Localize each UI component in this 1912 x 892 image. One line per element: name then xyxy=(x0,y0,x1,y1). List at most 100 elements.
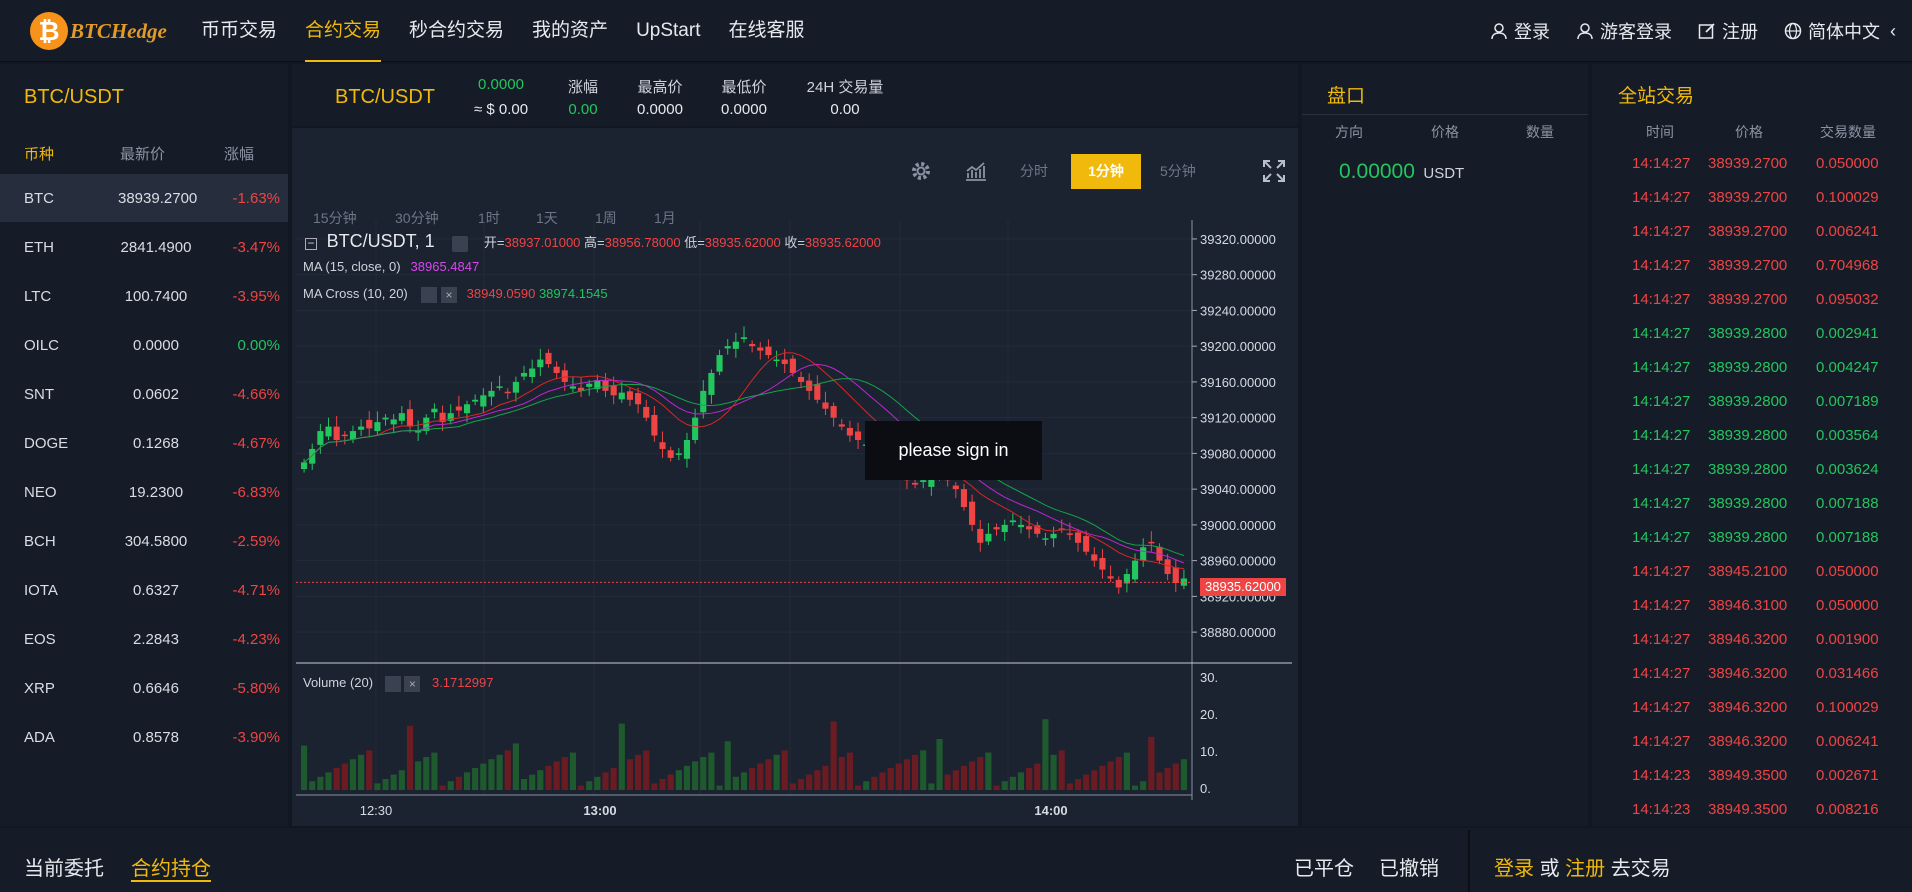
tab-contract-positions[interactable]: 合约持仓 xyxy=(131,858,211,880)
trade-row: 14:14:27 38946.3200 0.001900 xyxy=(1592,623,1912,657)
tf-realtime[interactable]: 分时 xyxy=(1020,163,1048,179)
logo[interactable]: ₿ BTCHedge xyxy=(30,12,167,50)
macross-settings-icon[interactable] xyxy=(421,286,438,303)
tf-15min[interactable]: 15分钟 xyxy=(313,210,357,226)
candle-body xyxy=(349,431,357,440)
volume-bar xyxy=(586,781,593,790)
low-value: 0.0000 xyxy=(721,101,767,118)
market-row-bch[interactable]: BCH 304.5800 -2.59% xyxy=(0,517,288,565)
volume-bar xyxy=(667,774,674,790)
trade-time: 14:14:23 xyxy=(1632,767,1691,784)
trade-time: 14:14:27 xyxy=(1632,461,1691,478)
trades-col-qty: 交易数量 xyxy=(1820,124,1876,140)
settings-gear-icon[interactable] xyxy=(910,160,932,182)
globe-icon xyxy=(1784,22,1802,40)
nav-upstart[interactable]: UpStart xyxy=(636,20,701,41)
market-row-snt[interactable]: SNT 0.0602 -4.66% xyxy=(0,370,288,418)
trade-time: 14:14:27 xyxy=(1632,563,1691,580)
filter-closed[interactable]: 已平仓 xyxy=(1294,858,1354,880)
nav-spot-trade[interactable]: 币币交易 xyxy=(201,20,278,41)
market-row-iota[interactable]: IOTA 0.6327 -4.71% xyxy=(0,566,288,614)
volume-bar xyxy=(854,785,862,790)
market-coin: ADA xyxy=(24,728,55,746)
tf-5min[interactable]: 5分钟 xyxy=(1160,163,1196,179)
ma20-line xyxy=(303,378,1185,556)
market-row-ada[interactable]: ADA 0.8578 -3.90% xyxy=(0,713,288,761)
candle-body xyxy=(952,485,959,490)
volume-bar xyxy=(757,763,764,790)
trade-time: 14:14:27 xyxy=(1632,733,1691,750)
nav-second-contract[interactable]: 秒合约交易 xyxy=(409,20,505,41)
tf-30min[interactable]: 30分钟 xyxy=(395,210,439,226)
tab-current-orders[interactable]: 当前委托 xyxy=(24,858,104,880)
price-axis-label: 39240.00000 xyxy=(1200,303,1276,318)
indicators-icon[interactable] xyxy=(964,160,988,182)
legend-settings-icon[interactable] xyxy=(452,235,469,252)
trade-time: 14:14:27 xyxy=(1632,257,1691,274)
candle-body xyxy=(1026,526,1033,530)
volume-bar xyxy=(895,763,902,790)
trade-qty: 0.001900 xyxy=(1816,631,1879,648)
bottom-login-link[interactable]: 登录 xyxy=(1494,858,1534,880)
orderbook-panel xyxy=(1302,64,1588,826)
trade-price: 38939.2800 xyxy=(1708,359,1788,376)
trade-qty: 0.050000 xyxy=(1816,597,1879,614)
volume-bar xyxy=(626,759,634,790)
market-row-btc[interactable]: BTC 38939.2700 -1.63% xyxy=(0,174,288,222)
bitcoin-logo-icon: ₿ xyxy=(30,12,68,50)
candle-body xyxy=(659,442,666,449)
tf-1min[interactable]: 1分钟 xyxy=(1071,154,1141,189)
market-row-oilc[interactable]: OILC 0.0000 0.00% xyxy=(0,321,288,369)
trade-qty: 0.007188 xyxy=(1816,495,1879,512)
fullscreen-icon[interactable] xyxy=(1262,159,1286,183)
market-row-ltc[interactable]: LTC 100.7400 -3.95% xyxy=(0,272,288,320)
tf-1mo[interactable]: 1月 xyxy=(654,210,676,226)
volume-settings-icon[interactable] xyxy=(384,675,401,692)
nav-online-support[interactable]: 在线客服 xyxy=(728,20,805,41)
language-selector[interactable]: 简体中文 ‹ xyxy=(1784,18,1896,44)
volume-bar xyxy=(447,781,454,790)
filter-cancelled[interactable]: 已撤销 xyxy=(1379,858,1439,880)
login-link[interactable]: 登录 xyxy=(1490,18,1550,44)
trade-price: 38939.2800 xyxy=(1708,427,1788,444)
trade-qty: 0.006241 xyxy=(1816,733,1879,750)
tf-1w[interactable]: 1周 xyxy=(595,210,617,226)
candle-body xyxy=(789,358,796,373)
candle-body xyxy=(773,359,780,362)
market-row-eth[interactable]: ETH 2841.4900 -3.47% xyxy=(0,223,288,271)
collapse-icon[interactable]: − xyxy=(305,237,317,250)
market-coin: IOTA xyxy=(24,581,58,599)
trade-time: 14:14:27 xyxy=(1632,359,1691,376)
volume-close-icon[interactable]: × xyxy=(404,675,421,692)
tf-1h[interactable]: 1时 xyxy=(478,210,500,226)
bottom-register-link[interactable]: 注册 xyxy=(1565,858,1606,880)
market-row-xrp[interactable]: XRP 0.6646 -5.80% xyxy=(0,664,288,712)
candle-body xyxy=(1107,576,1114,579)
volume-bar xyxy=(1099,765,1106,790)
trade-qty: 0.002941 xyxy=(1816,325,1879,342)
nav-my-assets[interactable]: 我的资产 xyxy=(532,20,609,41)
market-change: -2.59% xyxy=(232,532,280,550)
legend-low: 38935.62000 xyxy=(704,235,781,250)
guest-login-link[interactable]: 游客登录 xyxy=(1576,18,1672,44)
legend-symbol: BTC/USDT, 1 xyxy=(326,231,435,251)
candlestick-chart[interactable]: 39320.00000 39280.00000 39240.00000 39200.0… xyxy=(296,220,1296,820)
volume-bar xyxy=(358,754,365,790)
tf-1d[interactable]: 1天 xyxy=(536,210,558,226)
nav-contract-trade[interactable]: 合约交易 xyxy=(305,0,382,62)
trade-qty: 0.100029 xyxy=(1816,699,1879,716)
macross-close-icon[interactable]: × xyxy=(441,286,458,303)
ma-label: MA (15, close, 0) xyxy=(303,259,401,274)
volume-bar xyxy=(382,779,389,790)
market-row-neo[interactable]: NEO 19.2300 -6.83% xyxy=(0,468,288,516)
candle-body xyxy=(1172,567,1179,583)
market-row-eos[interactable]: EOS 2.2843 -4.23% xyxy=(0,615,288,663)
legend-close: 38935.62000 xyxy=(804,235,881,250)
candle-body xyxy=(545,352,552,365)
register-link[interactable]: 注册 xyxy=(1698,18,1758,44)
candle-body xyxy=(822,402,829,409)
market-row-doge[interactable]: DOGE 0.1268 -4.67% xyxy=(0,419,288,467)
candle-body xyxy=(341,434,348,437)
volume-bar xyxy=(659,779,666,790)
sign-in-overlay[interactable]: please sign in xyxy=(865,421,1042,480)
